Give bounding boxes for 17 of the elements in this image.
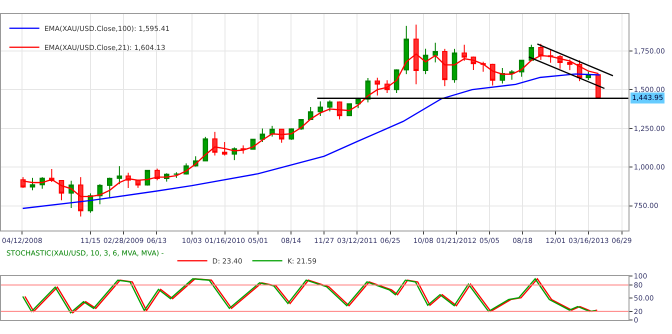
candlestick [318, 100, 324, 116]
candlestick [308, 106, 314, 120]
candlestick [567, 58, 572, 71]
candlestick [490, 63, 496, 86]
candlestick [30, 177, 36, 191]
candlestick [327, 100, 332, 112]
candlestick [212, 131, 218, 156]
candlestick [404, 25, 409, 75]
candlestick [278, 128, 284, 144]
candlestick [116, 166, 122, 185]
candlestick [222, 142, 228, 156]
candlestick [202, 136, 208, 162]
line-series [22, 73, 600, 210]
candlestick [107, 177, 112, 198]
candlestick [452, 48, 458, 84]
candlestick [374, 77, 380, 96]
candlestick [432, 42, 438, 63]
